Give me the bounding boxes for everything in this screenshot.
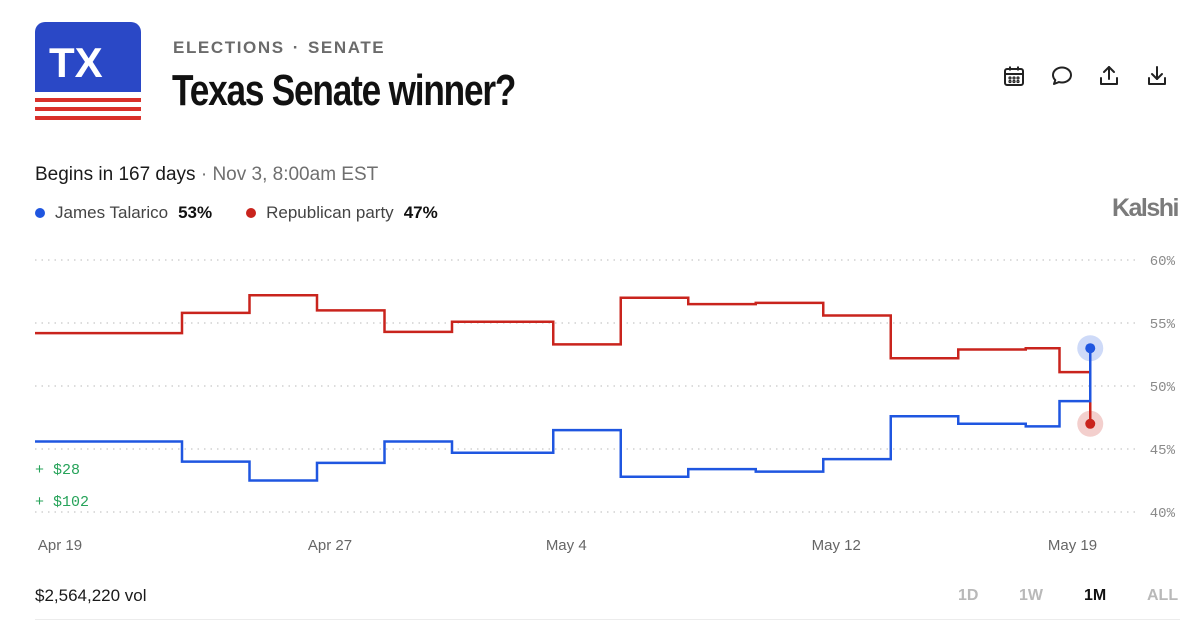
x-tick-label: Apr 27 (308, 537, 352, 554)
calendar-icon (1004, 66, 1024, 86)
legend-item-republican[interactable]: Republican party 47% (246, 203, 438, 223)
trade-annotation: + $28 (35, 462, 80, 479)
market-start-info: Begins in 167 days · Nov 3, 8:00am EST (35, 164, 378, 186)
begins-separator: · (200, 164, 208, 185)
x-tick-label: May 4 (546, 537, 587, 554)
series-endpoint (1085, 418, 1096, 429)
legend-item-talarico[interactable]: James Talarico 53% (35, 203, 212, 223)
breadcrumb-separator: · (292, 38, 300, 57)
comment-icon (1052, 66, 1072, 85)
volume-text: $2,564,220 vol (35, 586, 147, 605)
market-logo: TX (35, 22, 141, 128)
divider (35, 619, 1180, 620)
legend-name: Republican party (266, 203, 394, 222)
x-tick-label: May 12 (812, 537, 861, 554)
legend-name: James Talarico (55, 203, 169, 222)
calendar-button[interactable] (1000, 62, 1028, 90)
comment-button[interactable] (1048, 62, 1076, 90)
series-line (35, 348, 1092, 482)
range-all[interactable]: ALL (1147, 587, 1179, 604)
download-icon (1148, 66, 1166, 85)
breadcrumb-senate[interactable]: SENATE (307, 38, 386, 57)
range-1w[interactable]: 1W (1019, 587, 1043, 604)
share-button[interactable] (1095, 62, 1123, 90)
y-tick-label: 50% (1150, 380, 1176, 396)
download-button[interactable] (1143, 62, 1171, 90)
share-icon (1100, 66, 1118, 85)
logo-text: TX (49, 39, 103, 86)
price-chart[interactable]: 60% 55% 50% 45% 40% Apr 19 Apr 27 May 4 May 12 Ma… (0, 240, 1200, 570)
range-1d[interactable]: 1D (958, 587, 979, 604)
x-tick-label: May 19 (1048, 537, 1097, 554)
series-line (35, 294, 1092, 424)
legend-dot-talarico (35, 208, 45, 218)
y-tick-label: 55% (1150, 317, 1176, 333)
page-title: Texas Senate winner? (172, 66, 516, 115)
breadcrumb: ELECTIONS · SENATE (173, 38, 385, 58)
y-tick-label: 60% (1150, 254, 1176, 270)
y-tick-label: 45% (1150, 443, 1176, 459)
begins-text: Begins in 167 days (35, 164, 196, 185)
chart-legend: James Talarico 53% Republican party 47% (35, 203, 472, 223)
legend-dot-republican (246, 208, 257, 218)
series-endpoint (1085, 343, 1096, 354)
range-1m[interactable]: 1M (1084, 587, 1107, 604)
legend-value: 53% (178, 203, 213, 222)
breadcrumb-elections[interactable]: ELECTIONS (173, 38, 285, 57)
trade-annotation: + $102 (35, 494, 89, 511)
legend-value: 47% (403, 203, 438, 222)
x-tick-label: Apr 19 (38, 537, 82, 554)
y-tick-label: 40% (1150, 506, 1176, 522)
kalshi-logo: Kalshi (1111, 194, 1180, 222)
begins-date: Nov 3, 8:00am EST (212, 164, 379, 185)
